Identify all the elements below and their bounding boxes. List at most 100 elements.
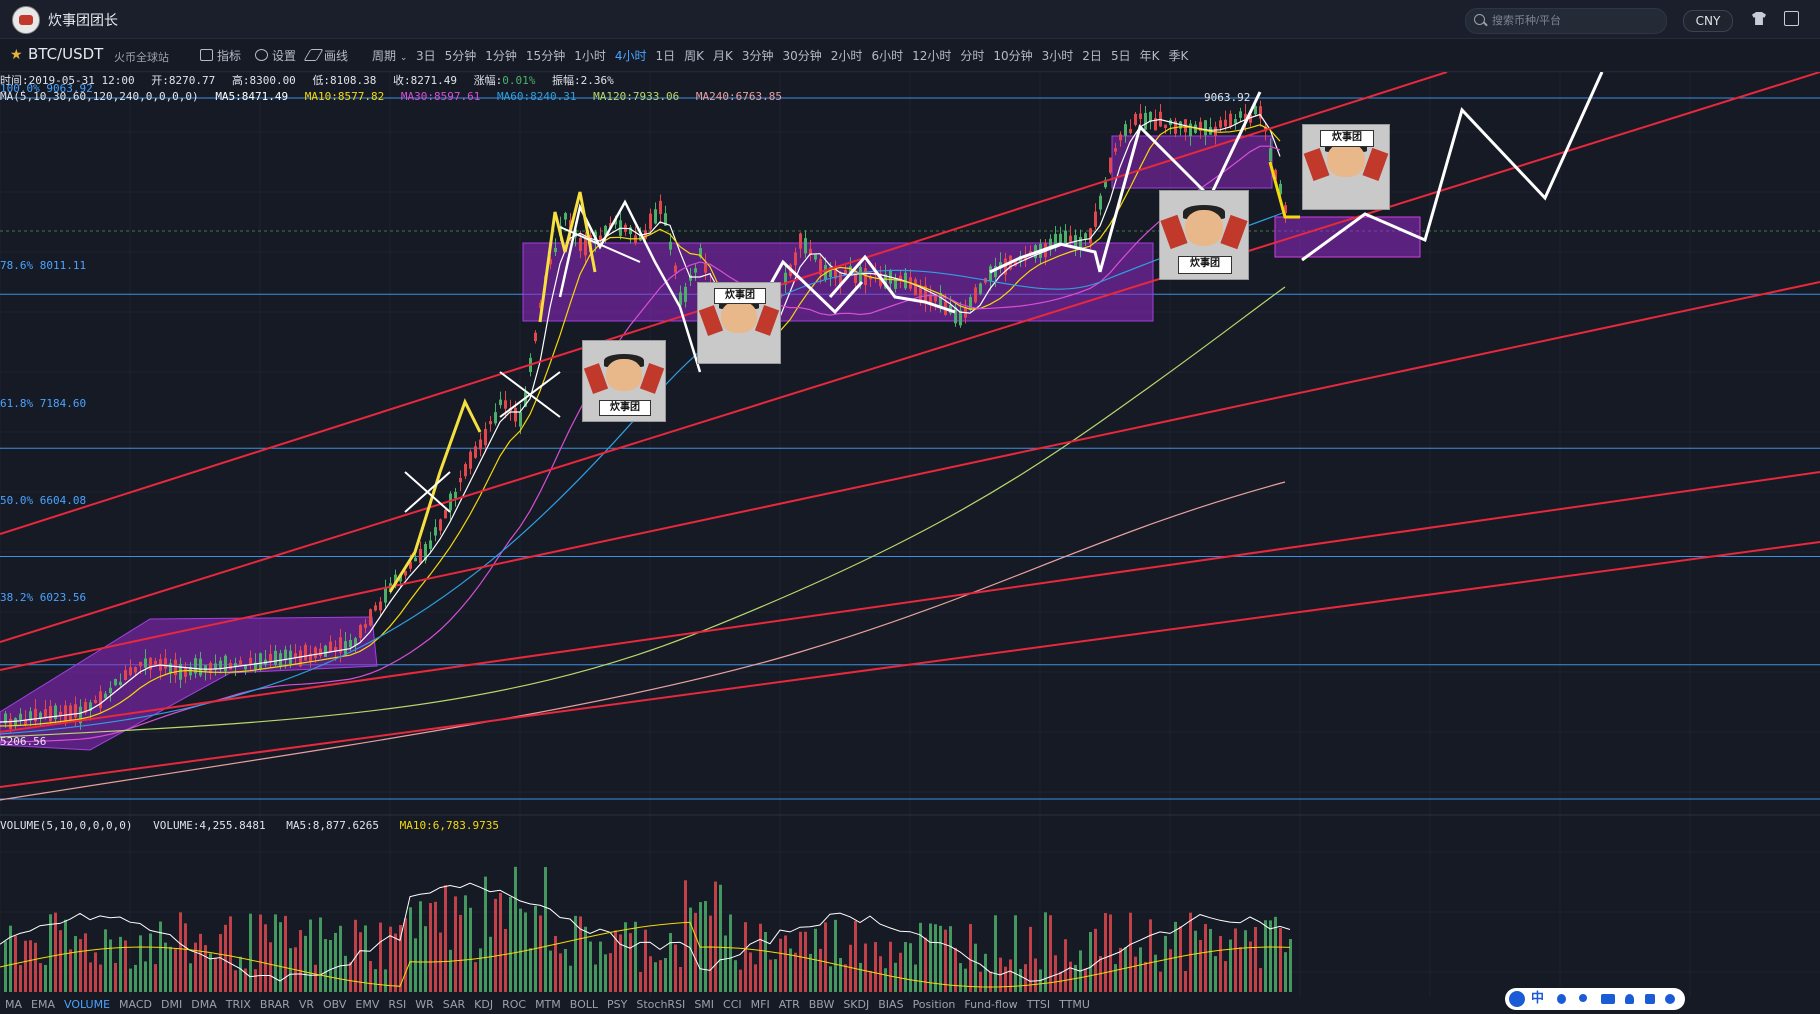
period-option[interactable]: 2日 <box>1082 49 1102 63</box>
indicator-tab[interactable]: MTM <box>535 998 561 1011</box>
indicator-tab[interactable]: ROC <box>502 998 527 1011</box>
indicator-tab[interactable]: CCI <box>723 998 742 1011</box>
ma60-value: MA60:8240.31 <box>497 90 577 103</box>
period-option[interactable]: 10分钟 <box>993 49 1033 63</box>
moon-icon[interactable] <box>1557 994 1566 1004</box>
indicator-tab[interactable]: StochRSI <box>636 998 686 1011</box>
period-option[interactable]: 1分钟 <box>485 49 517 63</box>
candle-body <box>434 527 437 536</box>
indicator-tab[interactable]: DMI <box>161 998 183 1011</box>
avatar[interactable] <box>12 6 40 34</box>
indicator-tab[interactable]: OBV <box>323 998 347 1011</box>
period-option[interactable]: 1日 <box>655 49 676 63</box>
indicator-tab[interactable]: SAR <box>442 998 466 1011</box>
indicator-tab[interactable]: SKDJ <box>843 998 870 1011</box>
period-option[interactable]: 4小时 <box>614 49 647 63</box>
candle-body <box>464 464 467 477</box>
volume-bar <box>724 935 727 992</box>
indicator-button[interactable]: 指标 <box>200 47 241 64</box>
volume-bar <box>239 956 242 992</box>
period-option[interactable]: 15分钟 <box>525 49 566 63</box>
indicator-tab[interactable]: Position <box>912 998 956 1011</box>
candle-body <box>504 400 507 409</box>
draw-button[interactable]: 画线 <box>303 47 348 64</box>
candle-body <box>419 548 422 563</box>
projection-line <box>1301 72 1604 262</box>
indicator-tab[interactable]: Fund-flow <box>964 998 1018 1011</box>
ime-toolbar[interactable]: 中 <box>1505 988 1685 1010</box>
indicator-tab[interactable]: KDJ <box>474 998 494 1011</box>
volume-bar <box>584 926 587 992</box>
window-icon[interactable] <box>1784 11 1799 26</box>
indicator-tab[interactable]: ATR <box>778 998 800 1011</box>
period-option[interactable]: 1小时 <box>574 49 606 63</box>
candle-body <box>894 278 897 289</box>
indicator-tab[interactable]: VOLUME <box>63 998 111 1011</box>
volume-bar <box>1219 935 1222 992</box>
pair-title[interactable]: BTC/USDT <box>28 45 104 63</box>
currency-select[interactable]: CNY <box>1683 10 1733 32</box>
star-icon[interactable]: ★ <box>10 47 23 63</box>
period-dropdown[interactable]: 周期 ⌄ <box>372 47 407 64</box>
ime-mode[interactable]: 中 <box>1531 991 1545 1006</box>
candle-body <box>164 658 167 669</box>
search-box[interactable] <box>1465 8 1667 34</box>
period-option[interactable]: 3分钟 <box>741 49 774 63</box>
candle-body <box>864 268 867 286</box>
candlestick-chart[interactable] <box>0 72 1820 996</box>
candle-body <box>489 421 492 425</box>
user-icon[interactable] <box>1625 994 1634 1004</box>
indicator-tab[interactable]: EMA <box>31 998 55 1011</box>
indicator-tab[interactable]: PSY <box>607 998 628 1011</box>
volume-bar <box>984 953 987 992</box>
indicator-tab[interactable]: TTSI <box>1026 998 1051 1011</box>
indicator-tab[interactable]: TTMU <box>1059 998 1090 1011</box>
skin-icon[interactable] <box>1752 12 1766 25</box>
period-option[interactable]: 2小时 <box>830 49 863 63</box>
candle-body <box>174 659 177 676</box>
period-option[interactable]: 30分钟 <box>782 49 822 63</box>
volume-bar <box>594 964 597 992</box>
indicator-tab[interactable]: BBW <box>808 998 835 1011</box>
volume-bar <box>314 964 317 992</box>
period-option[interactable]: 5分钟 <box>444 49 477 63</box>
period-option[interactable]: 分时 <box>960 49 985 63</box>
settings-button[interactable]: 设置 <box>255 47 296 64</box>
indicator-tab[interactable]: BOLL <box>569 998 599 1011</box>
fib-label-786: 78.6% 8011.11 <box>0 259 87 272</box>
period-option[interactable]: 5日 <box>1110 49 1131 63</box>
punctuation-icon[interactable] <box>1579 994 1587 1002</box>
volume-bar <box>674 944 677 992</box>
period-option[interactable]: 3小时 <box>1041 49 1074 63</box>
period-option[interactable]: 12小时 <box>912 49 952 63</box>
indicator-tab[interactable]: BIAS <box>878 998 904 1011</box>
period-option[interactable]: 月K <box>713 49 733 63</box>
volume-bar <box>484 876 487 992</box>
skin-icon[interactable] <box>1645 994 1655 1004</box>
indicator-tab[interactable]: DMA <box>191 998 217 1011</box>
volume-bar <box>1254 926 1257 992</box>
indicator-tab[interactable]: SMI <box>694 998 715 1011</box>
indicator-tab[interactable]: MA <box>5 998 23 1011</box>
indicator-tab[interactable]: TRIX <box>225 998 251 1011</box>
search-input[interactable] <box>1490 12 1654 30</box>
username[interactable]: 炊事团团长 <box>48 13 118 29</box>
indicator-tab[interactable]: WR <box>415 998 434 1011</box>
indicator-tab[interactable]: MFI <box>750 998 770 1011</box>
indicator-tab[interactable]: EMV <box>355 998 380 1011</box>
indicator-tab[interactable]: VR <box>298 998 314 1011</box>
gear-icon[interactable] <box>1665 994 1675 1004</box>
period-option[interactable]: 季K <box>1168 49 1189 63</box>
period-option[interactable]: 6小时 <box>871 49 904 63</box>
candle-body <box>979 283 982 294</box>
keyboard-icon[interactable] <box>1601 994 1615 1004</box>
period-option[interactable]: 周K <box>684 49 704 63</box>
candle-body <box>1164 124 1167 129</box>
volume-bar <box>639 971 642 992</box>
candle-body <box>314 647 317 658</box>
period-option[interactable]: 3日 <box>416 49 436 63</box>
indicator-tab[interactable]: BRAR <box>259 998 290 1011</box>
indicator-tab[interactable]: MACD <box>119 998 153 1011</box>
indicator-tab[interactable]: RSI <box>388 998 407 1011</box>
period-option[interactable]: 年K <box>1139 49 1160 63</box>
